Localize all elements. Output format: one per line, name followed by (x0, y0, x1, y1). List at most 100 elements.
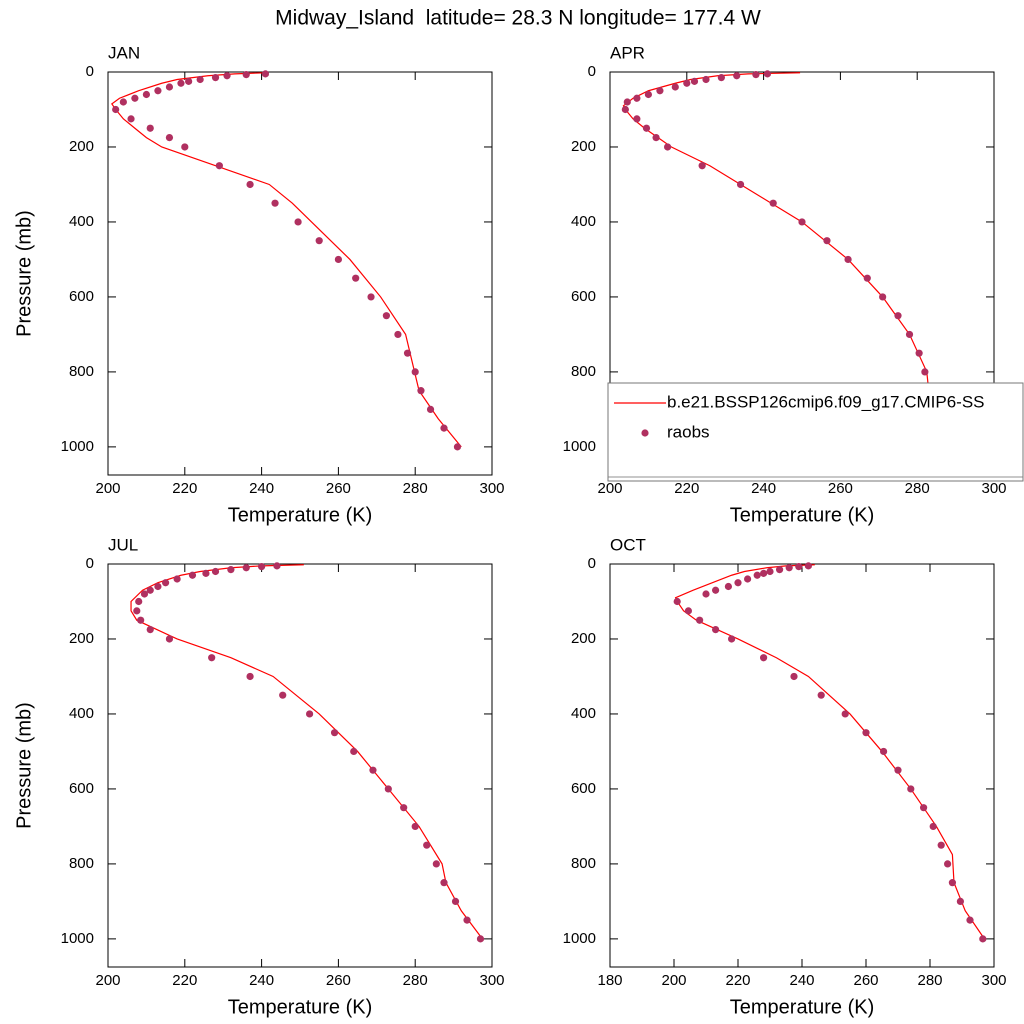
y-tick-label: 800 (571, 855, 596, 872)
x-axis-title: Temperature (K) (228, 996, 373, 1018)
panel: 180 200 220 240 260 280 300 0 200 400 600 800 1000 OC… (563, 535, 1007, 1018)
x-tick-label: 300 (981, 972, 1006, 989)
raob-point (698, 162, 706, 170)
raob-point (140, 590, 149, 598)
x-tick-label: 220 (172, 480, 197, 497)
raob-point (177, 79, 185, 87)
raob-point (844, 255, 852, 264)
y-tick-label: 400 (69, 213, 94, 230)
raob-point (426, 405, 435, 413)
figure-title: Midway_Island latitude= 28.3 N longitude… (275, 7, 761, 30)
raob-point (154, 582, 162, 591)
raob-point (202, 569, 210, 577)
raob-point (127, 115, 135, 123)
x-tick-label: 240 (249, 480, 274, 497)
raob-point (717, 74, 725, 82)
raob-point (188, 571, 197, 579)
y-tick-label: 400 (69, 705, 94, 722)
raob-point (165, 635, 174, 643)
raob-point (790, 672, 798, 681)
raob-point (261, 70, 270, 78)
y-tick-label: 400 (571, 705, 596, 722)
raob-point (979, 935, 987, 943)
raob-point (242, 564, 250, 572)
panel-title: JUL (108, 535, 138, 554)
raob-point (154, 87, 162, 95)
raob-point (905, 330, 914, 339)
raob-point (841, 710, 849, 718)
raob-point (766, 567, 774, 576)
raob-point (242, 71, 250, 79)
y-tick-label: 1000 (563, 930, 596, 947)
raob-point (907, 785, 915, 793)
raob-point (215, 162, 223, 170)
raob-point (146, 626, 154, 634)
raob-point (142, 90, 150, 99)
x-tick-label: 280 (905, 480, 930, 497)
legend-label: b.e21.BSSP126cmip6.f09_g17.CMIP6-SS (667, 392, 985, 411)
raob-point (696, 616, 704, 624)
raob-point (440, 879, 448, 887)
panel: 200 220 240 260 280 300 0 200 400 600 800 1000 JAN Te… (13, 43, 504, 526)
x-tick-label: 220 (725, 972, 750, 989)
raob-point (165, 134, 174, 142)
raob-point (400, 804, 408, 812)
y-tick-label: 0 (86, 555, 94, 572)
raob-point (652, 134, 660, 142)
legend-box-inner (607, 476, 1024, 482)
raob-point (211, 74, 220, 82)
y-tick-label: 800 (571, 363, 596, 380)
y-axis-title: Pressure (mb) (13, 210, 35, 337)
raob-point (937, 841, 945, 849)
y-axis-title: Pressure (mb) (13, 702, 35, 829)
raob-point (227, 566, 235, 574)
raob-point (948, 879, 957, 887)
x-tick-label: 200 (95, 972, 120, 989)
panel-title: APR (610, 43, 645, 62)
y-tick-label: 600 (69, 780, 94, 797)
y-tick-label: 1000 (563, 438, 596, 455)
panel-title: OCT (610, 535, 646, 554)
raob-point (271, 199, 279, 207)
y-tick-label: 800 (69, 855, 94, 872)
x-tick-label: 300 (981, 480, 1006, 497)
raob-point (411, 822, 419, 831)
raob-point (656, 87, 664, 95)
x-tick-label: 260 (326, 480, 351, 497)
x-tick-label: 220 (172, 972, 197, 989)
y-tick-label: 200 (571, 630, 596, 647)
raob-point (119, 98, 127, 106)
raob-point (369, 766, 377, 774)
raob-point (352, 274, 360, 282)
raob-point (432, 860, 440, 868)
x-tick-label: 220 (674, 480, 699, 497)
raob-point (623, 98, 631, 106)
x-tick-label: 200 (597, 480, 622, 497)
raob-point (453, 443, 462, 451)
raob-point (753, 571, 761, 579)
x-tick-label: 260 (853, 972, 878, 989)
x-tick-label: 240 (249, 972, 274, 989)
raob-point (736, 180, 745, 189)
raob-point (752, 71, 760, 79)
y-tick-label: 1000 (61, 438, 94, 455)
y-tick-label: 200 (571, 138, 596, 155)
raob-point (279, 691, 287, 699)
raob-point (642, 124, 651, 132)
raob-point (211, 567, 220, 576)
raob-point (633, 115, 641, 123)
raob-point (633, 94, 641, 102)
raob-point (795, 563, 803, 571)
x-tick-label: 180 (597, 972, 622, 989)
raob-point (208, 654, 216, 662)
raob-point (382, 312, 390, 320)
raob-point (451, 897, 460, 905)
raob-point (137, 616, 145, 624)
raob-point (798, 218, 806, 226)
raob-point (817, 691, 825, 699)
raob-point (146, 586, 154, 594)
x-axis-title: Temperature (K) (730, 996, 875, 1018)
x-tick-label: 200 (95, 480, 120, 497)
